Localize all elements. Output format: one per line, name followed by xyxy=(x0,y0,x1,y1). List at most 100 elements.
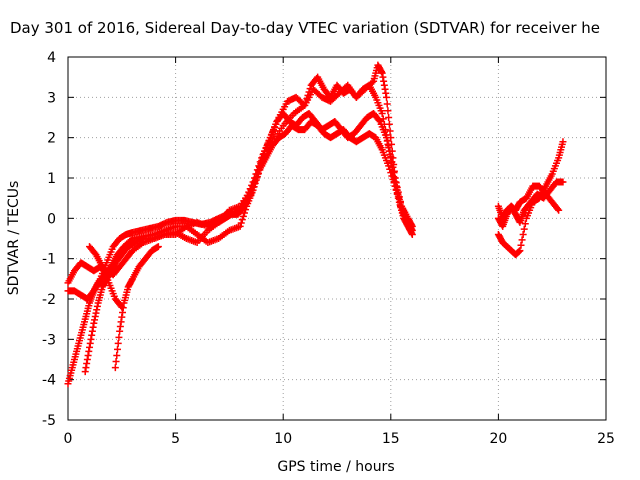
x-tick-labels: 0 5 10 15 20 25 xyxy=(64,431,615,447)
data-point xyxy=(113,345,121,353)
x-tick-label: 10 xyxy=(274,431,292,447)
data-point xyxy=(265,146,273,154)
data-point xyxy=(267,142,275,150)
y-tick-label: 2 xyxy=(47,131,56,147)
data-point xyxy=(261,154,269,162)
data-point xyxy=(379,115,387,123)
x-tick-label: 5 xyxy=(171,431,180,447)
data-point xyxy=(384,107,392,115)
y-tick-label: -4 xyxy=(42,373,56,389)
y-tick-label: -1 xyxy=(42,252,56,268)
data-point xyxy=(111,364,119,372)
y-tick-label: -3 xyxy=(42,332,56,348)
data-point xyxy=(382,93,390,101)
data-point xyxy=(258,162,266,170)
x-tick-label: 25 xyxy=(597,431,615,447)
data-point xyxy=(383,100,391,108)
data-point xyxy=(382,131,390,139)
data-point xyxy=(519,230,527,238)
data-point xyxy=(273,117,281,125)
y-tick-label: 1 xyxy=(47,171,56,187)
data-point xyxy=(306,85,314,93)
data-point xyxy=(380,120,388,128)
data-markers xyxy=(64,61,567,388)
data-point xyxy=(268,130,276,138)
y-tick-label: 0 xyxy=(47,211,56,227)
data-point xyxy=(384,136,392,144)
data-point xyxy=(555,206,563,214)
x-axis-label: GPS time / hours xyxy=(277,459,394,475)
data-point xyxy=(389,163,397,171)
x-tick-label: 15 xyxy=(382,431,400,447)
y-axis-label: SDTVAR / TECUs xyxy=(6,181,22,296)
data-point xyxy=(303,95,311,103)
data-point xyxy=(269,127,277,135)
data-point xyxy=(520,225,528,233)
data-point xyxy=(375,116,383,124)
data-series xyxy=(111,243,162,372)
data-series xyxy=(494,182,563,230)
data-point xyxy=(381,126,389,134)
axis-ticks xyxy=(67,56,607,421)
data-point xyxy=(404,218,412,226)
data-point xyxy=(304,91,312,99)
data-point xyxy=(518,236,526,244)
data-point xyxy=(236,222,244,230)
data-point xyxy=(238,216,246,224)
data-point xyxy=(237,219,245,227)
data-point xyxy=(118,303,126,311)
x-tick-label: 0 xyxy=(64,431,73,447)
data-point xyxy=(242,206,250,214)
data-point xyxy=(554,205,562,213)
data-point xyxy=(154,243,162,251)
data-point xyxy=(385,142,393,150)
data-point xyxy=(251,178,259,186)
data-point xyxy=(301,101,309,109)
data-point xyxy=(112,358,120,366)
data-point xyxy=(249,182,257,190)
data-point xyxy=(395,193,403,201)
data-series xyxy=(81,73,412,376)
data-point xyxy=(272,120,280,128)
data-point xyxy=(559,138,567,146)
y-tick-label: -2 xyxy=(42,292,56,308)
data-point xyxy=(239,212,247,220)
data-point xyxy=(252,174,260,182)
data-point xyxy=(396,198,404,206)
data-point xyxy=(263,140,271,148)
data-point xyxy=(392,179,400,187)
data-point xyxy=(263,150,271,158)
y-tick-label: 3 xyxy=(47,90,56,106)
y-tick-label: 4 xyxy=(47,50,56,66)
data-point xyxy=(391,174,399,182)
y-tick-labels: -5 -4 -3 -2 -1 0 1 2 3 4 xyxy=(42,50,56,429)
data-point xyxy=(240,209,248,217)
plot-frame xyxy=(67,56,607,421)
x-tick-label: 20 xyxy=(489,431,507,447)
data-point xyxy=(521,220,529,228)
data-point xyxy=(256,166,264,174)
data-point xyxy=(302,98,310,106)
data-point xyxy=(115,333,123,341)
data-point xyxy=(516,247,524,255)
data-point xyxy=(394,188,402,196)
data-point xyxy=(385,162,393,170)
data-point xyxy=(393,183,401,191)
data-point xyxy=(559,178,567,186)
data-point xyxy=(259,158,267,166)
data-point xyxy=(305,88,313,96)
data-point xyxy=(385,114,393,121)
data-point xyxy=(408,230,416,238)
data-point xyxy=(378,109,386,117)
data-point xyxy=(117,302,125,310)
data-point xyxy=(271,124,279,132)
data-point xyxy=(266,134,274,142)
data-point xyxy=(387,152,395,160)
data-series xyxy=(494,138,567,259)
data-series xyxy=(86,243,126,311)
data-point xyxy=(386,127,394,135)
data-point xyxy=(386,147,394,155)
data-point xyxy=(254,170,262,178)
chart-title: Day 301 of 2016, Sidereal Day-to-day VTE… xyxy=(10,19,600,37)
